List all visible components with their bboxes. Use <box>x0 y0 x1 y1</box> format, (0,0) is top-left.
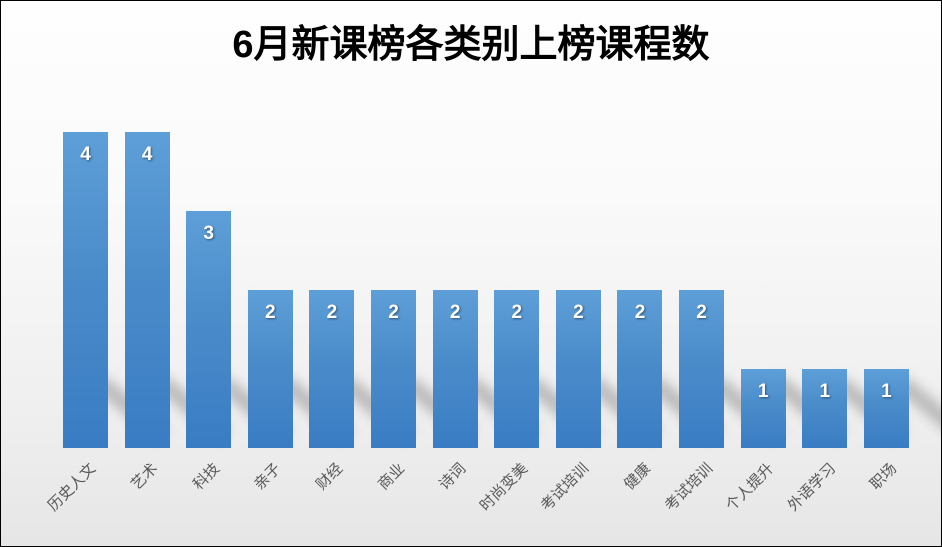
bar-column: 4 艺术 <box>124 1 229 493</box>
bar-value-label: 2 <box>265 302 276 323</box>
x-axis-label: 财经 <box>312 460 347 494</box>
bar: 4 <box>63 132 108 448</box>
bar: 2 <box>555 290 601 448</box>
bar-value-label: 1 <box>757 381 769 402</box>
x-axis-label: 外语学习 <box>784 460 839 515</box>
bar-column: 1 个人提升 <box>723 1 845 515</box>
bar-value-label: 4 <box>141 144 153 165</box>
bar: 2 <box>371 290 417 448</box>
bar: 2 <box>679 290 725 448</box>
bar: 2 <box>432 290 478 448</box>
bar-value-label: 2 <box>573 302 584 323</box>
bar-column: 2 考试培训 <box>538 1 660 515</box>
x-axis-label: 职场 <box>867 460 901 494</box>
bar-column: 2 健康 <box>617 1 722 493</box>
x-axis-label: 历史人文 <box>45 460 100 515</box>
bar-value-label: 1 <box>881 381 892 402</box>
bar: 2 <box>617 290 663 448</box>
bar-value-label: 2 <box>326 302 338 323</box>
bar: 1 <box>740 369 786 448</box>
bar-value-label: 2 <box>449 302 461 323</box>
bar-column: 2 商业 <box>371 1 476 493</box>
bar-column: 3 科技 <box>186 1 291 493</box>
plot-area: 4 历史人文 4 艺术 3 科技 2 亲子 2 财经 2 商业 2 诗词 2 时尚变美 2 考试培训 2 健康 2 考试培… <box>45 1 941 515</box>
bar-value-label: 2 <box>511 302 523 323</box>
x-axis-label: 诗词 <box>436 460 470 494</box>
x-axis-label: 考试培训 <box>661 460 716 515</box>
bar-value-label: 4 <box>80 144 91 165</box>
chart-title: 6月新课榜各类别上榜课程数 <box>232 24 710 66</box>
x-axis-label: 时尚变美 <box>476 460 531 515</box>
bar-column: 2 诗词 <box>432 1 537 493</box>
bar-column: 2 亲子 <box>247 1 352 493</box>
bar: 2 <box>309 290 355 448</box>
x-axis-label: 健康 <box>620 460 655 494</box>
bar: 3 <box>186 211 232 448</box>
x-axis-label: 个人提升 <box>722 460 778 515</box>
x-axis-label: 商业 <box>374 460 408 494</box>
bar-column: 4 历史人文 <box>45 1 167 515</box>
x-axis-label: 亲子 <box>251 460 285 494</box>
x-axis-label: 考试培训 <box>538 460 593 515</box>
bar-column: 2 时尚变美 <box>476 1 599 515</box>
bar-value-label: 2 <box>634 302 646 323</box>
bar: 2 <box>494 290 540 448</box>
bar: 4 <box>124 132 170 448</box>
x-axis-label: 科技 <box>189 460 223 494</box>
bar: 1 <box>863 369 909 448</box>
bar-column: 1 职场 <box>863 1 941 493</box>
bar: 1 <box>802 369 848 448</box>
x-axis-label: 艺术 <box>128 460 162 494</box>
bar-column: 2 财经 <box>309 1 414 493</box>
bar-column: 1 外语学习 <box>784 1 907 515</box>
bar-value-label: 2 <box>696 302 707 323</box>
bar: 2 <box>247 290 293 448</box>
bar-value-label: 2 <box>388 302 399 323</box>
bar-value-label: 3 <box>203 223 214 244</box>
bar-column: 2 考试培训 <box>661 1 784 515</box>
bar-value-label: 1 <box>819 381 831 402</box>
